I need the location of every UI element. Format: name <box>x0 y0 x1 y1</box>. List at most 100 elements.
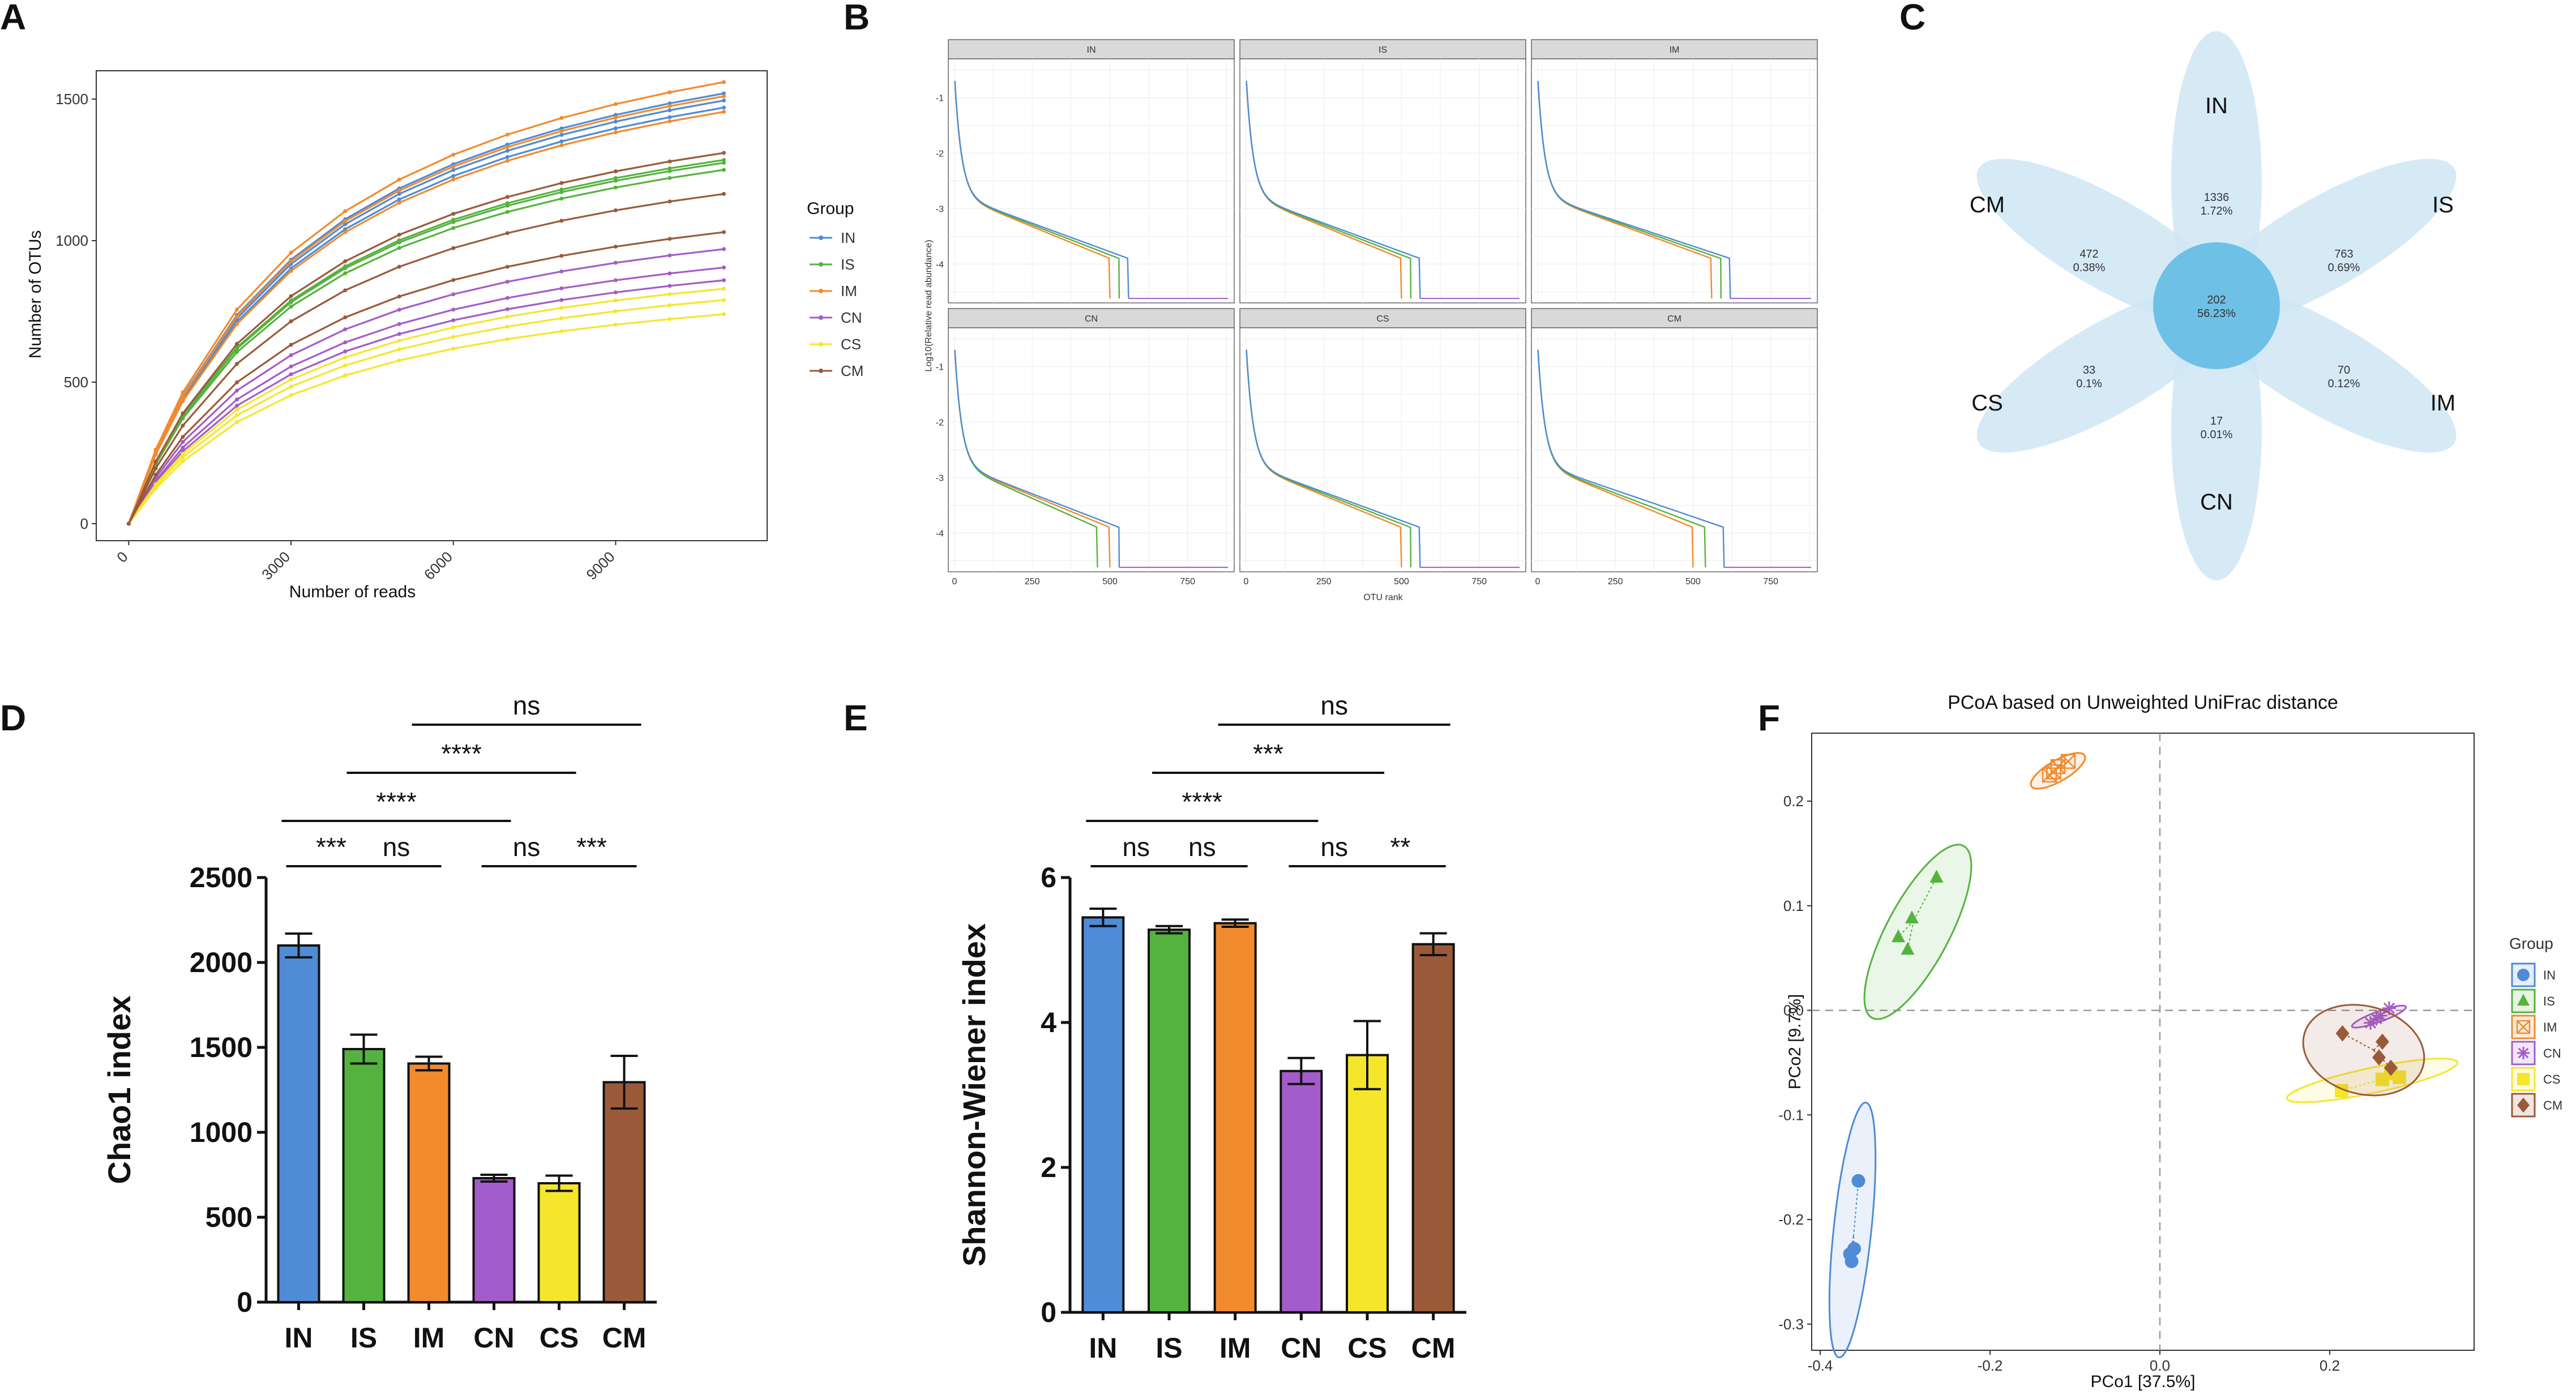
ellipse-IN <box>1828 1101 1877 1359</box>
curve-point-CM <box>181 411 185 416</box>
curve-point-IN <box>451 174 456 178</box>
bar-CM <box>1411 943 1455 1313</box>
curve-point-CS <box>343 355 348 360</box>
curve-point-IM <box>613 130 618 135</box>
abundance-line <box>1537 349 1706 568</box>
curve-point-CM <box>234 362 239 366</box>
curve-point-CM <box>451 278 456 283</box>
y-tick-label: 1500 <box>190 1032 253 1063</box>
curve-point-CS <box>722 298 726 302</box>
bar-IS <box>342 1048 386 1303</box>
significance-label: ns <box>1320 691 1348 720</box>
petal-pct: 0.12% <box>2328 378 2360 390</box>
x-tick-label: 250 <box>1025 577 1040 587</box>
y-tick-label: 6 <box>1041 862 1056 893</box>
curve-point-CS <box>234 413 239 417</box>
curve-point-CM <box>343 315 348 320</box>
point-IM <box>2060 754 2076 769</box>
abundance-line <box>1537 349 1725 568</box>
curve-point-IM <box>613 102 618 106</box>
significance-label: ns <box>513 691 541 720</box>
curve-point-CS <box>559 329 564 333</box>
curve-point-CS <box>397 358 401 363</box>
marker-cross <box>2046 764 2061 780</box>
y-axis-title: Log10(Relative read abundance) <box>924 239 934 371</box>
curve-point-CM <box>613 245 618 249</box>
curve-point-IS <box>451 217 456 222</box>
petal-pct: 0.01% <box>2201 429 2233 441</box>
curve-point-CN <box>289 353 293 357</box>
abundance-line <box>954 80 1129 299</box>
y-tick-label: -0.1 <box>1778 1106 1804 1123</box>
y-tick-label: 0.1 <box>1783 897 1804 914</box>
curve-point-IM <box>234 307 239 312</box>
legend-title: Group <box>807 199 854 218</box>
curve-point-CN <box>343 340 348 345</box>
marker-cross <box>2061 754 2076 769</box>
petal-pct: 0.1% <box>2076 378 2102 390</box>
curve-point-IN <box>667 101 672 106</box>
curve-point-IN <box>343 227 348 232</box>
curve-point-IN <box>505 155 510 159</box>
curve-point-CN <box>722 266 726 269</box>
legend-label-CM: CM <box>2543 1098 2562 1112</box>
curve-point-IS <box>451 226 456 230</box>
y-tick-label: -4 <box>936 260 944 269</box>
curve-point-CS <box>505 324 510 329</box>
curve-point-IM <box>343 209 348 213</box>
y-tick-label: -1 <box>936 363 944 373</box>
x-tick-label: CM <box>602 1322 647 1354</box>
significance-label: *** <box>1253 739 1283 768</box>
curve-point-CM <box>505 195 510 199</box>
curve-point-IM <box>289 250 293 255</box>
rarefaction-chart: 0 500 1000 1500 0 3000 6000 9000 Number of reads… <box>26 70 863 601</box>
y-tick-label: -0.3 <box>1778 1316 1804 1333</box>
x-tick-label: 0 <box>113 548 131 566</box>
curve-point-IM <box>559 115 564 120</box>
y-tick-label: 500 <box>206 1201 253 1233</box>
curve-point-CN <box>397 307 401 312</box>
legend-point-IM <box>819 289 823 293</box>
curve-point-CN <box>613 260 618 265</box>
curve-point-CM <box>153 473 158 477</box>
curve-point-CN <box>667 284 672 288</box>
curve-point-IM <box>722 110 726 114</box>
x-tick-label: CN <box>1281 1332 1321 1364</box>
facet-strip <box>948 39 1235 59</box>
x-tick-label: CS <box>1347 1332 1387 1364</box>
x-tick-label: 250 <box>1316 577 1332 587</box>
curve-point-IM <box>343 230 348 234</box>
abundance-line <box>954 349 1120 568</box>
curve-point-IN <box>613 126 618 131</box>
curve-point-CM <box>559 219 564 223</box>
curve-point-CS <box>505 314 510 319</box>
curve-point-IN <box>722 91 726 96</box>
curve-point-CM <box>722 230 726 234</box>
legend-point-IS <box>819 262 823 267</box>
significance-label: **** <box>376 787 417 816</box>
curve-point-IN <box>667 108 672 113</box>
marker-cross <box>2042 768 2057 782</box>
abundance-line <box>1537 80 1731 299</box>
significance-label: ns <box>1122 832 1150 862</box>
y-tick-label: 0 <box>80 515 88 532</box>
facet-label: IS <box>1379 45 1387 55</box>
x-tick-label: 500 <box>1102 577 1118 587</box>
legend-label-IN: IN <box>2543 968 2556 982</box>
curve-point-CN <box>505 296 510 300</box>
legend-point-CS <box>819 342 823 346</box>
y-tick-label: -0.2 <box>1778 1211 1804 1228</box>
curve-point-CN <box>667 253 672 258</box>
y-tick-label: 2500 <box>190 862 253 893</box>
point-CM <box>2384 1059 2398 1076</box>
curve-point-IN <box>722 99 726 102</box>
curve-point-CS <box>234 408 239 412</box>
point-CN <box>2364 1016 2377 1030</box>
petal-name: IM <box>2430 391 2455 416</box>
curve-point-CM <box>667 237 672 241</box>
curve-point-CM <box>559 181 564 185</box>
curve-point-IM <box>181 390 185 395</box>
curve-point-CS <box>722 286 726 291</box>
legend-label-IN: IN <box>841 229 855 246</box>
bar-IS <box>1148 928 1191 1314</box>
